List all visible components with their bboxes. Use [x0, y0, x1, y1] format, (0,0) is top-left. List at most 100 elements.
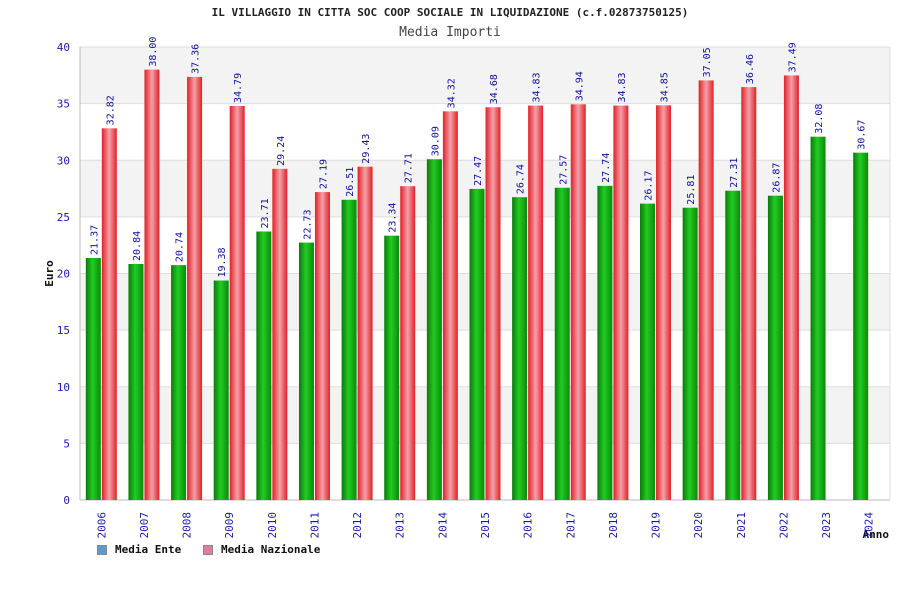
data-label: 27.74: [601, 153, 612, 183]
x-tick-label: 2023: [820, 512, 833, 539]
bar-media-ente: [426, 159, 442, 500]
bar-media-nazionale: [144, 69, 160, 501]
bar-media-nazionale: [229, 106, 245, 501]
bar-media-ente: [384, 235, 400, 500]
bar-media-ente: [298, 242, 314, 500]
data-label: 38.00: [148, 37, 159, 67]
x-tick-label: 2015: [479, 512, 492, 539]
data-label: 26.87: [771, 163, 782, 193]
bar-media-nazionale: [400, 186, 416, 500]
x-tick-label: 2007: [138, 512, 151, 539]
bar-media-nazionale: [187, 76, 203, 500]
data-label: 21.37: [89, 225, 100, 255]
y-tick-label: 40: [57, 41, 70, 54]
chart-subtitle: Media Importi: [399, 25, 501, 40]
data-label: 19.38: [217, 247, 228, 277]
bar-media-nazionale: [570, 104, 586, 500]
bar-media-ente: [682, 207, 698, 500]
bar-media-nazionale: [272, 168, 288, 500]
bar-media-ente: [853, 152, 869, 501]
y-tick-label: 35: [57, 98, 70, 111]
data-label: 34.83: [532, 72, 543, 102]
data-label: 34.32: [446, 78, 457, 108]
bar-media-nazionale: [442, 111, 458, 501]
data-label: 37.05: [702, 47, 713, 77]
y-tick-label: 10: [57, 381, 70, 394]
legend-swatch-media-nazionale: [203, 544, 213, 555]
legend-swatch-media-ente: [97, 544, 107, 555]
y-tick-label: 20: [57, 268, 70, 281]
bar-media-nazionale: [741, 87, 757, 500]
x-axis-label: Anno: [863, 528, 890, 541]
bar-media-nazionale: [783, 75, 799, 500]
x-tick-label: 2016: [522, 512, 535, 539]
data-label: 23.71: [260, 198, 271, 228]
bar-media-ente: [554, 187, 570, 500]
bar-media-ente: [597, 185, 613, 501]
data-label: 27.19: [318, 159, 329, 189]
data-label: 29.43: [361, 134, 372, 164]
data-label: 37.49: [787, 42, 798, 72]
x-tick-label: 2024: [863, 512, 876, 539]
x-tick-label: 2020: [692, 512, 705, 539]
bar-media-ente: [469, 188, 485, 500]
x-tick-label: 2019: [650, 512, 663, 539]
x-tick-label: 2013: [394, 512, 407, 539]
legend-item-media-ente: Media Ente: [97, 543, 181, 556]
legend-label-media-ente: Media Ente: [115, 543, 182, 556]
y-tick-label: 5: [63, 437, 70, 450]
bar-media-ente: [171, 265, 187, 500]
data-label: 29.24: [276, 136, 287, 166]
bar-media-nazionale: [314, 192, 330, 501]
bar-media-ente: [128, 263, 144, 500]
y-tick-label: 25: [57, 211, 70, 224]
data-label: 34.79: [233, 73, 244, 103]
x-tick-label: 2010: [266, 512, 279, 539]
bar-media-ente: [85, 257, 101, 500]
y-tick-label: 30: [57, 154, 70, 167]
x-tick-label: 2014: [436, 512, 449, 539]
y-tick-label: 15: [57, 324, 70, 337]
bar-media-ente: [640, 203, 656, 500]
data-label: 26.17: [644, 171, 655, 201]
x-tick-label: 2012: [351, 512, 364, 539]
chart-title: IL VILLAGGIO IN CITTA SOC COOP SOCIALE I…: [211, 6, 689, 19]
data-label: 27.47: [473, 156, 484, 186]
x-tick-label: 2021: [735, 512, 748, 539]
x-tick-label: 2011: [308, 512, 321, 539]
y-tick-label: 0: [63, 494, 70, 507]
x-tick-label: 2006: [95, 512, 108, 539]
bar-media-nazionale: [613, 105, 629, 501]
bar-media-ente: [725, 190, 741, 501]
data-label: 27.57: [558, 155, 569, 185]
x-tick-label: 2009: [223, 512, 236, 539]
bar-media-nazionale: [101, 128, 117, 500]
bar-media-nazionale: [528, 105, 544, 501]
data-label: 27.71: [404, 153, 415, 183]
data-label: 34.83: [617, 72, 628, 102]
data-label: 27.31: [729, 158, 740, 188]
y-axis-label: Euro: [43, 260, 56, 287]
x-tick-label: 2022: [777, 512, 790, 539]
data-label: 32.08: [814, 104, 825, 134]
bar-media-ente: [341, 199, 357, 501]
legend-item-media-nazionale: Media Nazionale: [203, 543, 320, 556]
bar-media-nazionale: [656, 105, 672, 500]
bar-media-nazionale: [698, 80, 714, 500]
bar-media-ente: [256, 231, 272, 500]
data-label: 22.73: [302, 209, 313, 239]
data-label: 25.81: [686, 175, 697, 205]
bar-media-nazionale: [485, 107, 501, 501]
x-tick-label: 2008: [181, 512, 194, 539]
legend-label-media-nazionale: Media Nazionale: [221, 543, 321, 556]
bar-media-ente: [767, 195, 783, 500]
data-label: 23.34: [388, 203, 399, 233]
data-label: 30.09: [430, 126, 441, 156]
bar-media-ente: [810, 136, 826, 500]
bar-media-nazionale: [357, 166, 373, 500]
data-label: 36.46: [745, 54, 756, 84]
data-label: 20.84: [132, 231, 143, 261]
data-label: 37.36: [191, 44, 202, 74]
bar-media-ente: [213, 280, 229, 500]
data-label: 34.68: [489, 74, 500, 104]
